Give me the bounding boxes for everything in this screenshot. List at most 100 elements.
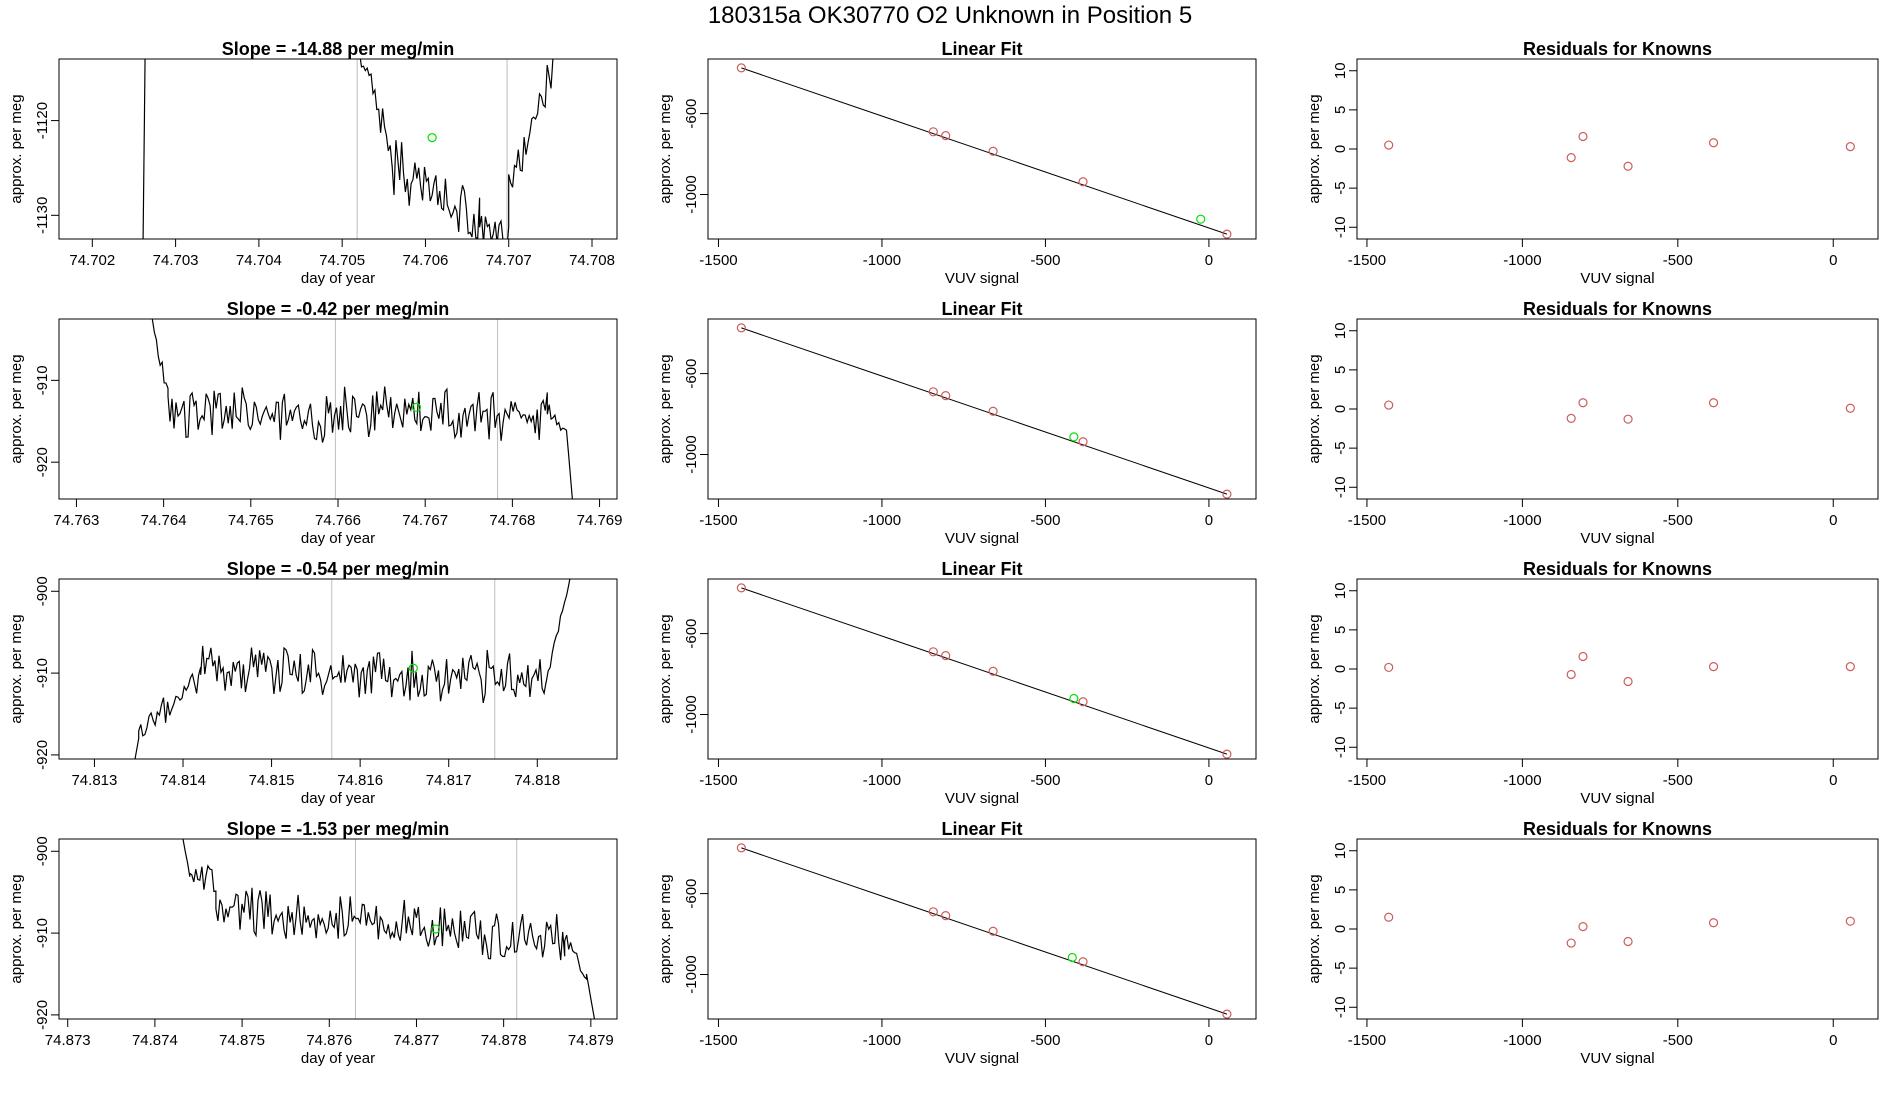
plot-3-residuals-y-tick-label: 0: [1332, 925, 1349, 933]
plot-3-residuals-residual-point: [1845, 916, 1855, 926]
plot-1-residuals-x-tick-label: 0: [1829, 512, 1837, 529]
plot-1-residuals-title: Residuals for Knowns: [1523, 299, 1712, 319]
plot-2-linear-fit-title: Linear Fit: [941, 559, 1022, 579]
plot-1-linear-fit-y-tick-label: -1000: [683, 435, 700, 473]
plot-0-linear-fit-known-point: [988, 146, 998, 156]
plot-1-time-series-x-tick-label: 74.766: [315, 512, 361, 529]
plot-3-residuals-x-tick-label: 0: [1829, 1032, 1837, 1049]
plot-0-residuals-x-tick-label: -500: [1663, 252, 1693, 269]
plot-1-time-series-trace: [151, 319, 573, 499]
plot-0-residuals-residual-point: [1845, 142, 1855, 152]
plot-2-residuals-residual-point: [1384, 662, 1394, 673]
plot-3-linear-fit-known-point: [1222, 1009, 1232, 1019]
plot-0-linear-fit-x-tick-label: -500: [1030, 252, 1060, 269]
plot-2-residuals-residual-point: [1566, 669, 1576, 680]
plot-3-residuals-residual-point: [1708, 918, 1719, 928]
plot-0-residuals-residual-point: [1623, 161, 1633, 171]
plot-3-linear-fit-known-point: [1078, 957, 1088, 967]
plot-3-linear-fit-x-tick-label: -1500: [699, 1032, 737, 1049]
plot-2-time-series-y-tick-label: -900: [34, 576, 51, 606]
plot-1-linear-fit-known-point: [736, 323, 746, 333]
plot-0-residuals-residual-point: [1566, 153, 1576, 163]
plot-2-linear-fit-x-tick-label: 0: [1205, 772, 1213, 789]
plot-2-linear-fit-x-tick-label: -500: [1030, 772, 1060, 789]
plot-0-linear-fit-x-tick-label: 0: [1205, 252, 1213, 269]
plot-0-residuals-residual-point: [1578, 131, 1588, 142]
plot-3-linear-fit-x-tick-label: 0: [1205, 1032, 1213, 1049]
plot-2-time-series-title: Slope = -0.54 per meg/min: [227, 559, 450, 579]
plot-0-residuals-frame: [1356, 58, 1879, 240]
plot-2-time-series-x-tick-label: 74.818: [514, 772, 560, 789]
plot-0-time-series-title: Slope = -14.88 per meg/min: [222, 39, 455, 59]
plot-0-residuals-y-tick-label: -10: [1332, 216, 1349, 238]
plot-1-time-series-y-tick-label: -920: [34, 447, 51, 477]
plot-2-residuals-x-tick-label: -1500: [1348, 772, 1386, 789]
plot-2-residuals-y-tick-label: -5: [1332, 701, 1349, 714]
plot-1-linear-fit-known-point: [988, 406, 998, 416]
plot-1-time-series-frame: [58, 318, 618, 500]
plot-3-linear-fit-frame: [707, 838, 1257, 1020]
plot-2-linear-fit-y-tick-label: -1000: [683, 695, 700, 733]
plot-3-linear-fit-title: Linear Fit: [941, 819, 1022, 839]
plot-2-residuals-x-tick-label: 0: [1829, 772, 1837, 789]
plot-3-time-series-mean-point: [431, 924, 441, 934]
plot-2-linear-fit-y-tick-label: -600: [683, 619, 700, 649]
plot-2-residuals-residual-point: [1845, 662, 1855, 672]
plot-0-residuals-x-axis-label: VUV signal: [1580, 270, 1654, 287]
plot-1-time-series-x-tick-label: 74.765: [228, 512, 274, 529]
plot-1-residuals-frame: [1356, 318, 1879, 500]
plot-1-residuals-y-tick-label: -5: [1332, 441, 1349, 454]
plot-2-linear-fit-x-axis-label: VUV signal: [945, 790, 1019, 807]
plot-0-linear-fit-y-axis-label: approx. per meg: [657, 94, 674, 203]
plot-0-time-series-x-tick-label: 74.703: [153, 252, 199, 269]
plot-0-residuals-title: Residuals for Knowns: [1523, 39, 1712, 59]
plot-2-residuals-y-tick-label: 0: [1332, 665, 1349, 673]
plot-3-linear-fit-x-tick-label: -1000: [863, 1032, 901, 1049]
plot-0-time-series-x-axis-label: day of year: [301, 270, 375, 287]
plot-1-linear-fit-title: Linear Fit: [941, 299, 1022, 319]
plot-1-residuals-x-tick-label: -500: [1663, 512, 1693, 529]
plot-1-residuals-y-tick-label: 10: [1332, 322, 1349, 339]
plot-2-time-series-x-axis-label: day of year: [301, 790, 375, 807]
plot-2-linear-fit-y-axis-label: approx. per meg: [657, 614, 674, 723]
plot-3-linear-fit-y-tick-label: -600: [683, 879, 700, 909]
plot-3-linear-fit-y-axis-label: approx. per meg: [657, 874, 674, 983]
plot-0-linear-fit-x-axis-label: VUV signal: [945, 270, 1019, 287]
plot-2-time-series-x-tick-label: 74.814: [160, 772, 206, 789]
plot-0-time-series-x-tick-label: 74.707: [486, 252, 532, 269]
plot-0-residuals-y-tick-label: 0: [1332, 145, 1349, 153]
plot-0-linear-fit-known-point: [941, 131, 951, 141]
plot-2-time-series-y-tick-label: -910: [34, 658, 51, 688]
plot-1-linear-fit-x-tick-label: -1500: [699, 512, 737, 529]
plot-1-linear-fit-known-point: [1222, 489, 1232, 499]
plot-0-linear-fit-known-point: [1078, 177, 1088, 187]
plot-0-residuals-x-tick-label: -1500: [1348, 252, 1386, 269]
plot-0-time-series-mean-point: [427, 133, 437, 143]
plot-0-residuals-x-tick-label: -1000: [1503, 252, 1541, 269]
plot-2-residuals-y-axis-label: approx. per meg: [1306, 614, 1323, 723]
plot-1-linear-fit-known-point: [928, 387, 938, 397]
plot-2-time-series-x-tick-label: 74.816: [337, 772, 383, 789]
plot-3-time-series-x-tick-label: 74.874: [132, 1032, 178, 1049]
plot-3-linear-fit-x-tick-label: -500: [1030, 1032, 1060, 1049]
plot-3-residuals-y-axis-label: approx. per meg: [1306, 874, 1323, 983]
plot-3-time-series-y-tick-label: -910: [34, 918, 51, 948]
plot-2-linear-fit-known-point: [736, 583, 746, 593]
plot-0-linear-fit-title: Linear Fit: [941, 39, 1022, 59]
plot-0-residuals-residual-point: [1708, 138, 1719, 148]
page-title: 180315a OK30770 O2 Unknown in Position 5: [707, 2, 1193, 29]
plot-0-time-series-y-tick-label: -1130: [34, 197, 51, 234]
plot-3-residuals-x-tick-label: -1000: [1503, 1032, 1541, 1049]
plot-3-linear-fit-fit-line: [741, 847, 1228, 1015]
plot-2-time-series-frame: [58, 578, 618, 760]
plot-2-time-series-x-tick-label: 74.817: [426, 772, 472, 789]
plot-0-linear-fit-x-tick-label: -1000: [863, 252, 901, 269]
plot-0-time-series-x-tick-label: 74.702: [69, 252, 115, 269]
plot-3-time-series-x-tick-label: 74.879: [568, 1032, 614, 1049]
plot-3-time-series-trace: [182, 839, 596, 1019]
plot-3-linear-fit-unknown-point: [1067, 952, 1077, 963]
plot-1-linear-fit-x-tick-label: -1000: [863, 512, 901, 529]
plot-3-time-series-x-tick-label: 74.877: [394, 1032, 440, 1049]
plot-3-residuals-x-axis-label: VUV signal: [1580, 1050, 1654, 1067]
plot-3-time-series-y-axis-label: approx. per meg: [8, 874, 25, 983]
